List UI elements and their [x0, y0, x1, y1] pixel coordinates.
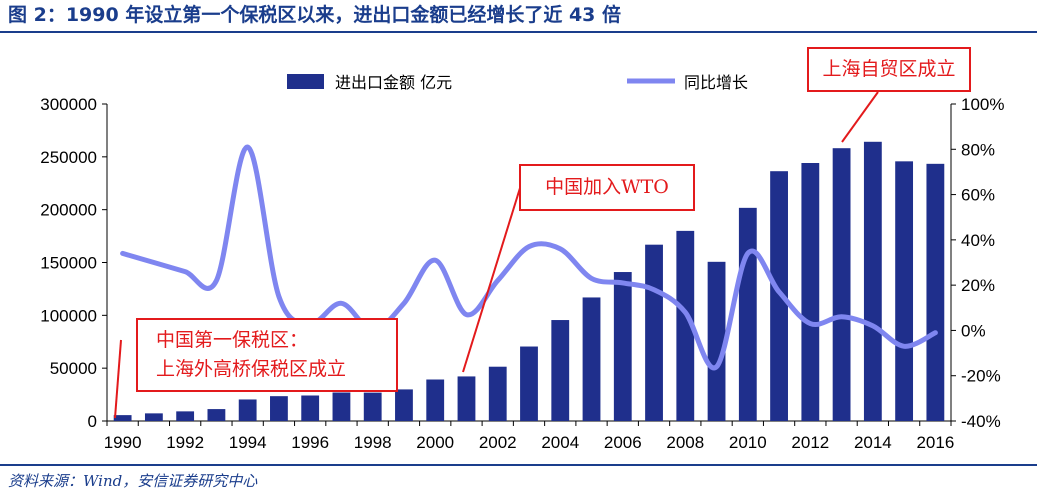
- first-ftz-pointer: [114, 339, 122, 419]
- bar-2014: [863, 141, 882, 421]
- right-tick-label: 60%: [961, 186, 995, 205]
- bar-2000: [426, 379, 445, 421]
- ftz-pointer: [841, 91, 879, 143]
- bar-1996: [301, 395, 320, 421]
- x-tick-label: 2016: [916, 433, 954, 452]
- left-tick-label: 250000: [40, 148, 97, 167]
- left-tick-label: 200000: [40, 201, 97, 220]
- callout-ftz: 上海自贸区成立: [807, 47, 971, 92]
- title-rule: [0, 31, 1037, 33]
- footer-rule: [0, 464, 1037, 466]
- x-tick-label: 2004: [541, 433, 579, 452]
- x-tick-label: 2010: [729, 433, 767, 452]
- bar-1995: [270, 396, 288, 421]
- right-tick-label: 40%: [961, 231, 995, 250]
- growth-line: [120, 144, 938, 371]
- x-tick-label: 2014: [854, 433, 892, 452]
- x-tick-label: 1992: [166, 433, 204, 452]
- bar-2010: [738, 207, 757, 421]
- x-tick-label: 2006: [604, 433, 642, 452]
- callout-wto: 中国加入WTO: [519, 164, 695, 211]
- bar-1998: [363, 392, 382, 421]
- legend-bar-label: 进出口金额 亿元: [335, 73, 452, 92]
- right-axis-ticks: -40% -20% 0% 20% 40% 60% 80% 100%: [951, 95, 1004, 431]
- callout-first-ftz: 中国第一保税区： 上海外高桥保税区成立: [136, 318, 398, 392]
- bar-2006: [613, 272, 632, 421]
- callout-first-ftz-line2: 上海外高桥保税区成立: [156, 358, 347, 380]
- right-tick-label: -20%: [961, 367, 1001, 386]
- right-tick-label: -40%: [961, 412, 1001, 431]
- bar-2001: [457, 376, 476, 421]
- callout-first-ftz-line1: 中国第一保税区：: [156, 329, 309, 351]
- bar-1992: [176, 411, 195, 421]
- bar-2007: [645, 244, 663, 421]
- bar-1993: [207, 409, 226, 421]
- bar-2008: [676, 230, 695, 421]
- bar-2016: [926, 163, 945, 421]
- bar-2004: [551, 320, 570, 421]
- right-tick-label: 80%: [961, 140, 995, 159]
- right-tick-label: 20%: [961, 276, 995, 295]
- bar-2011: [770, 171, 788, 421]
- bar-2005: [582, 297, 601, 421]
- chart-area: 0 50000 100000 150000 200000 250000 300000 -40…: [40, 73, 1004, 452]
- x-tick-label: 2002: [479, 433, 517, 452]
- line-series: [120, 144, 938, 371]
- wto-pointer: [462, 187, 521, 373]
- bar-1991: [144, 413, 163, 421]
- bar-2009: [707, 261, 726, 421]
- right-tick-label: 100%: [961, 95, 1004, 114]
- x-tick-label: 2012: [791, 433, 829, 452]
- bar-1997: [332, 392, 351, 421]
- x-tick-label: 1998: [354, 433, 392, 452]
- left-tick-label: 0: [88, 412, 97, 431]
- x-axis-ticks: 1990 1992 1994 1996 1998 2000 2002 2004 2006 2008…: [104, 421, 954, 452]
- bar-1999: [395, 389, 413, 421]
- bar-2013: [832, 148, 851, 421]
- bar-1990: [113, 415, 132, 421]
- source-note: 资料来源：Wind，安信证券研究中心: [8, 472, 258, 490]
- left-tick-label: 100000: [40, 306, 97, 325]
- x-tick-label: 2000: [416, 433, 454, 452]
- x-tick-label: 1994: [229, 433, 267, 452]
- legend: 进出口金额 亿元 同比增长: [287, 73, 748, 92]
- left-tick-label: 300000: [40, 95, 97, 114]
- bar-1994: [238, 399, 257, 421]
- bar-2012: [801, 163, 820, 421]
- left-tick-label: 150000: [40, 254, 97, 273]
- x-tick-label: 1996: [291, 433, 329, 452]
- x-tick-label: 2008: [666, 433, 704, 452]
- bar-2015: [895, 161, 914, 421]
- legend-line-label: 同比增长: [684, 73, 748, 92]
- bar-2002: [488, 366, 507, 421]
- x-tick-label: 1990: [104, 433, 142, 452]
- chart-title: 图 2：1990 年设立第一个保税区以来，进出口金额已经增长了近 43 倍: [8, 4, 622, 26]
- left-tick-label: 50000: [50, 359, 97, 378]
- bar-2003: [520, 346, 538, 421]
- right-tick-label: 0%: [961, 321, 986, 340]
- left-axis-ticks: 0 50000 100000 150000 200000 250000 300000: [40, 95, 107, 431]
- legend-bar-swatch: [287, 74, 324, 89]
